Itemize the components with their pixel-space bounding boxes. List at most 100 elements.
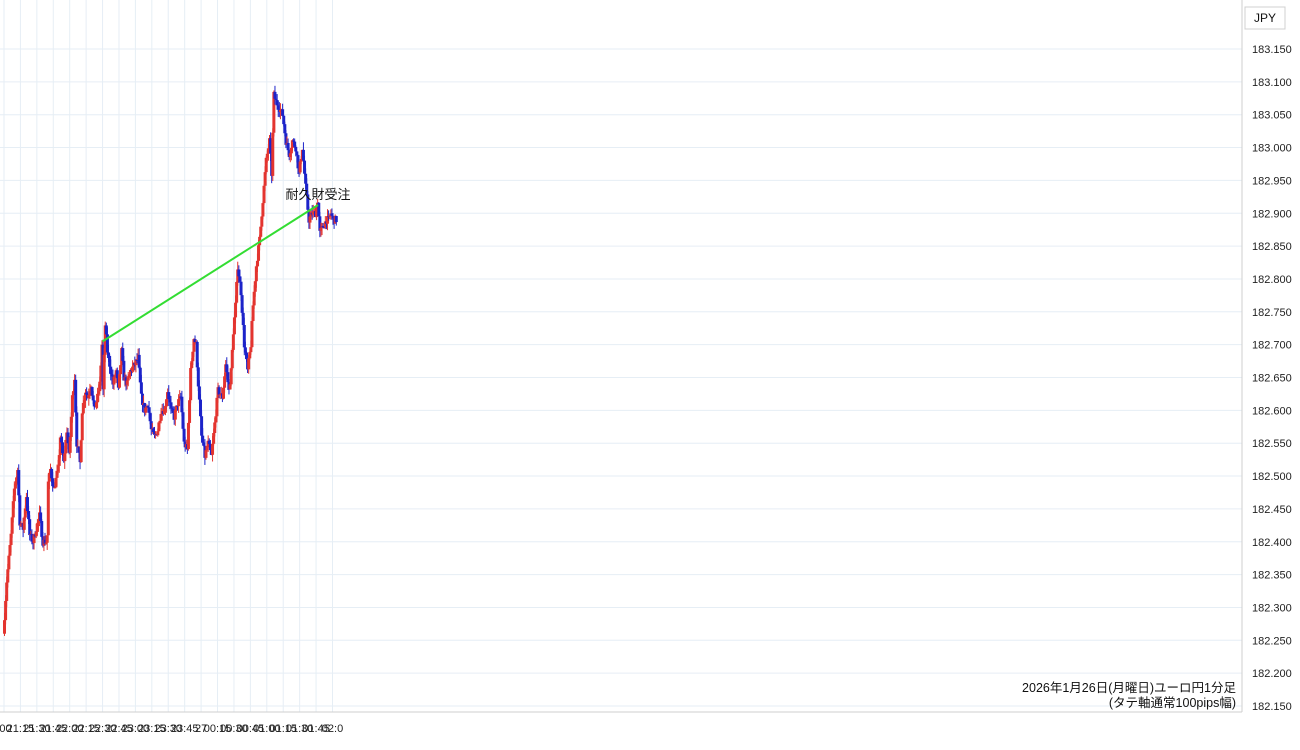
candle-body: [34, 531, 38, 537]
candle-body: [263, 172, 267, 186]
y-tick-label: 182.450: [1252, 504, 1292, 516]
candle-body: [44, 542, 48, 544]
candle-body: [250, 321, 254, 348]
candle-body: [239, 281, 243, 296]
candle-body: [188, 400, 192, 423]
y-tick-label: 182.550: [1252, 438, 1292, 450]
candle-body: [182, 428, 186, 442]
candle-body: [260, 216, 264, 227]
candle-body: [169, 402, 173, 408]
candle-body: [151, 428, 155, 433]
y-tick-label: 182.950: [1252, 175, 1292, 187]
candle-body: [131, 366, 135, 372]
candle-body: [228, 384, 232, 390]
candle-body: [168, 399, 172, 403]
candle-body: [140, 393, 144, 405]
candle-body: [303, 160, 307, 174]
candle-body: [75, 412, 79, 447]
candle-body: [71, 391, 75, 396]
candle-body: [243, 347, 247, 353]
candle-body: [229, 368, 233, 385]
candle-body: [181, 412, 185, 429]
candle-body: [107, 352, 111, 356]
candle-body: [215, 397, 219, 417]
candle-body: [4, 600, 8, 621]
candle-body: [97, 391, 101, 394]
candle-body: [295, 151, 299, 156]
candle-body: [315, 206, 319, 218]
y-tick-label: 182.700: [1252, 340, 1292, 352]
candle-body: [6, 569, 10, 583]
candle-body: [11, 501, 15, 518]
candle-body: [162, 409, 166, 415]
candle-body: [240, 295, 244, 313]
candle-body: [113, 375, 117, 377]
y-tick-label: 182.150: [1252, 701, 1292, 713]
candle-body: [206, 440, 210, 448]
candle-body: [237, 269, 241, 277]
candle-body: [40, 521, 44, 537]
candle-body: [273, 91, 277, 99]
x-tick-label: 23:30: [154, 723, 182, 735]
candle-body: [35, 523, 39, 532]
candle-body: [251, 305, 255, 322]
candle-body: [68, 437, 72, 453]
candle-body: [247, 358, 251, 370]
candle-body: [330, 213, 334, 216]
candle-body: [248, 352, 252, 359]
x-tick-label: 23:45: [171, 723, 199, 735]
candle-body: [137, 354, 141, 368]
currency-badge[interactable]: JPY: [1244, 6, 1286, 30]
y-tick-label: 183.000: [1252, 143, 1292, 155]
y-tick-label: 182.850: [1252, 241, 1292, 253]
candle-body: [12, 488, 16, 502]
candle-body: [200, 416, 204, 436]
candle-body: [304, 173, 308, 184]
candle-body: [153, 432, 157, 435]
candle-body: [208, 444, 212, 451]
candle-body: [96, 393, 100, 403]
y-tick-label: 183.150: [1252, 44, 1292, 56]
candle-body: [165, 399, 169, 407]
y-tick-label: 182.900: [1252, 208, 1292, 220]
candle-body: [196, 367, 200, 387]
candle-body: [235, 281, 239, 303]
candle-body: [212, 433, 216, 444]
candle-body: [180, 396, 184, 413]
x-tick-label: 01:00: [253, 723, 281, 735]
candles: [3, 85, 338, 637]
caption: 2026年1月26日(月曜日)ユーロ円1分足 (タテ軸通常100pips幅): [1022, 681, 1236, 710]
candle-body: [144, 407, 148, 413]
candle-body: [264, 157, 268, 173]
candle-body: [294, 146, 298, 152]
candle-body: [328, 215, 332, 217]
candle-body: [66, 432, 70, 444]
x-tick-label: 01:15: [269, 723, 297, 735]
candle-body: [146, 406, 150, 408]
x-tick-label: 23:15: [138, 723, 166, 735]
candle-body: [55, 471, 59, 478]
caption-line2: (タテ軸通常100pips幅): [1109, 695, 1236, 710]
candle-body: [80, 413, 84, 441]
candle-body: [158, 420, 162, 423]
candle-body: [202, 442, 206, 446]
candle-body: [121, 348, 125, 361]
candle-body: [88, 391, 92, 395]
candle-body: [290, 140, 294, 148]
x-tick-label: 02:0: [322, 723, 343, 735]
candle-body: [249, 347, 253, 353]
y-tick-label: 182.400: [1252, 537, 1292, 549]
candle-body: [262, 185, 266, 204]
candle-body: [322, 227, 326, 229]
y-tick-label: 182.800: [1252, 274, 1292, 286]
candle-body: [289, 147, 293, 154]
candle-body: [134, 359, 138, 366]
candle-body: [218, 394, 222, 396]
candle-body: [259, 226, 263, 237]
candle-body: [59, 437, 63, 443]
candle-body: [109, 366, 113, 375]
candle-body: [81, 402, 85, 414]
candle-body: [232, 317, 236, 335]
candle-body: [57, 455, 61, 466]
candle-body: [284, 133, 288, 145]
